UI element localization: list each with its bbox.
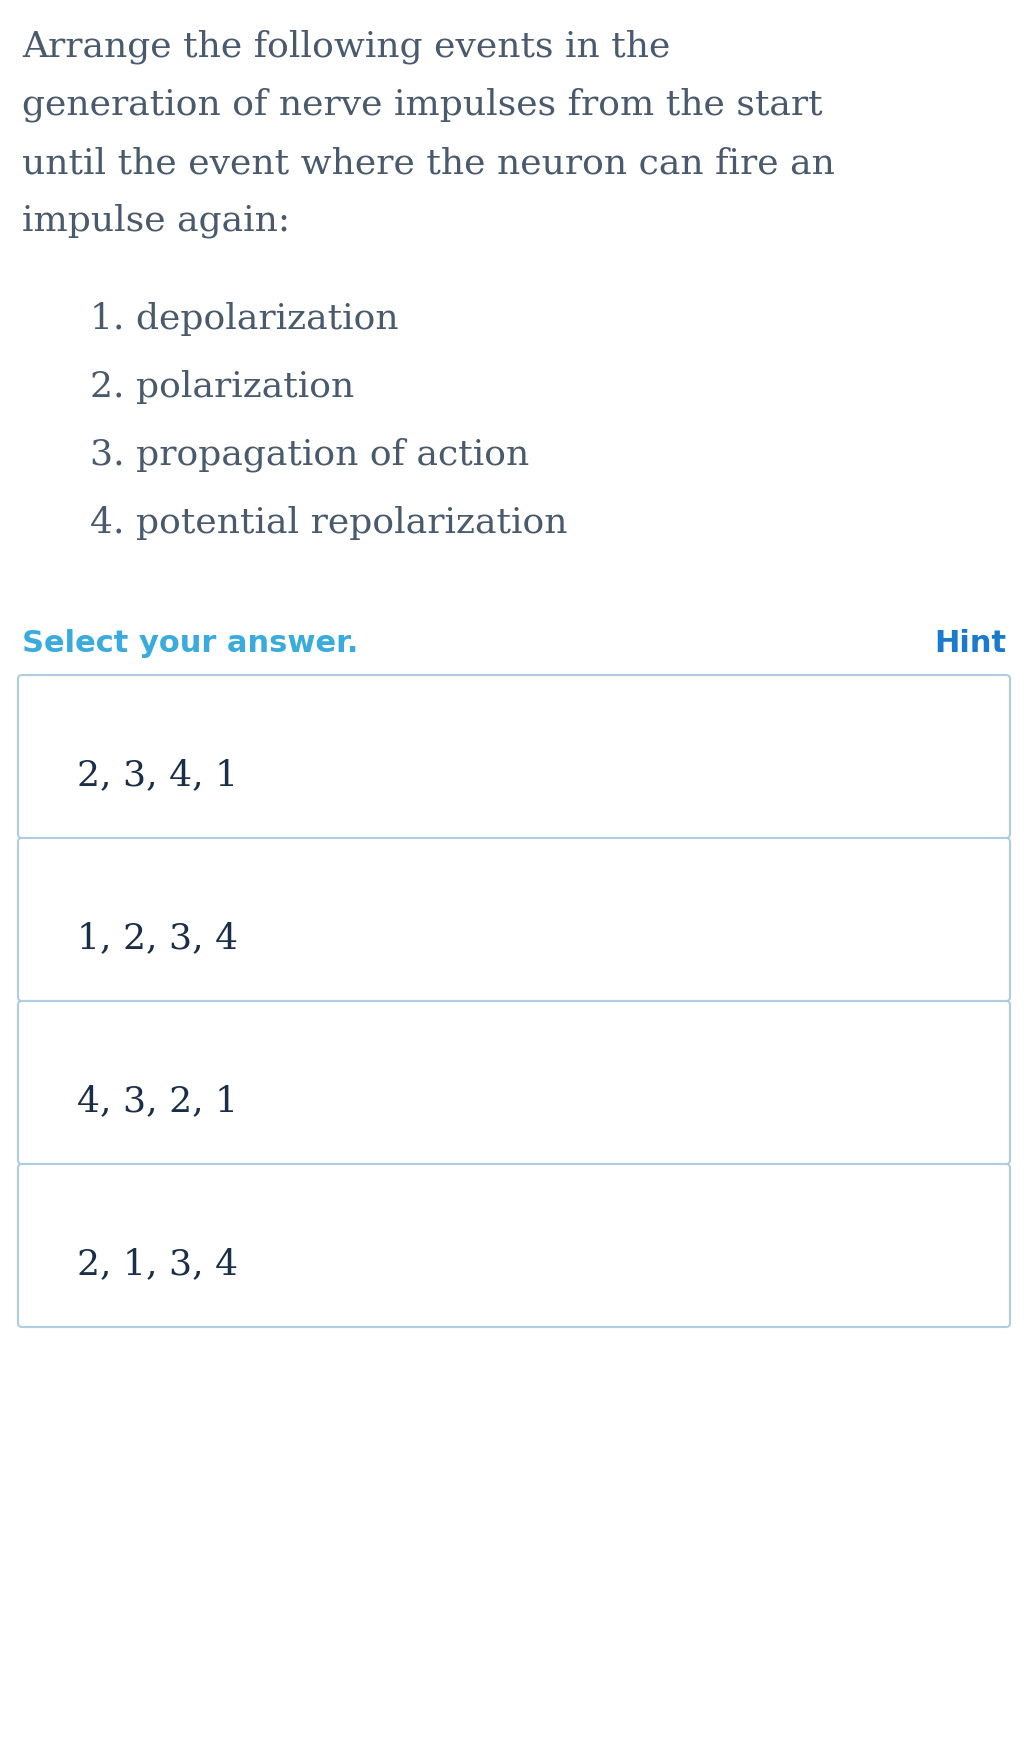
- FancyBboxPatch shape: [19, 838, 1009, 1001]
- Text: 2, 1, 3, 4: 2, 1, 3, 4: [77, 1248, 238, 1281]
- Text: generation of nerve impulses from the start: generation of nerve impulses from the st…: [22, 89, 822, 122]
- Text: 2, 3, 4, 1: 2, 3, 4, 1: [77, 758, 238, 793]
- Text: Arrange the following events in the: Arrange the following events in the: [22, 30, 670, 64]
- Text: 1, 2, 3, 4: 1, 2, 3, 4: [77, 921, 238, 956]
- FancyBboxPatch shape: [19, 674, 1009, 838]
- FancyBboxPatch shape: [19, 1164, 1009, 1328]
- Text: 3. propagation of action: 3. propagation of action: [90, 438, 529, 473]
- Text: 2. polarization: 2. polarization: [90, 370, 355, 403]
- Text: Select your answer.: Select your answer.: [22, 629, 359, 659]
- Text: 1. depolarization: 1. depolarization: [90, 302, 399, 335]
- Text: Hint: Hint: [933, 629, 1006, 659]
- Text: until the event where the neuron can fire an: until the event where the neuron can fir…: [22, 146, 835, 181]
- Text: 4, 3, 2, 1: 4, 3, 2, 1: [77, 1085, 238, 1118]
- Text: 4. potential repolarization: 4. potential repolarization: [90, 506, 567, 541]
- FancyBboxPatch shape: [19, 1001, 1009, 1164]
- Text: impulse again:: impulse again:: [22, 203, 290, 238]
